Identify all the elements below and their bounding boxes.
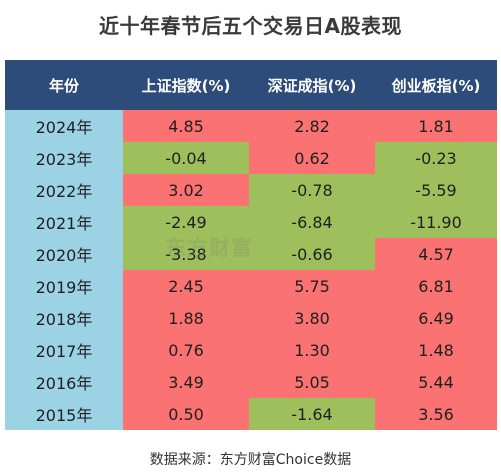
- chinext-value-cell: 1.48: [375, 334, 497, 366]
- year-cell: 2015年: [5, 398, 123, 430]
- table-row: 2021年 -2.49 -6.84 -11.90: [5, 206, 497, 238]
- shenzhen-value-cell: -0.66: [249, 238, 375, 270]
- year-cell: 2021年: [5, 206, 123, 238]
- year-cell: 2016年: [5, 366, 123, 398]
- shenzhen-value-cell: -0.78: [249, 174, 375, 206]
- table-row: 2020年 -3.38 -0.66 4.57: [5, 238, 497, 270]
- chinext-value-cell: 5.44: [375, 366, 497, 398]
- shanghai-value-cell: 4.85: [123, 110, 249, 142]
- table-row: 2024年 4.85 2.82 1.81: [5, 110, 497, 142]
- header-year: 年份: [5, 60, 123, 110]
- chinext-value-cell: 4.57: [375, 238, 497, 270]
- shanghai-value-cell: 2.45: [123, 270, 249, 302]
- performance-table: 年份 上证指数(%) 深证成指(%) 创业板指(%) 2024年 4.85 2.82…: [5, 60, 497, 430]
- shanghai-value-cell: 3.02: [123, 174, 249, 206]
- header-shenzhen: 深证成指(%): [249, 60, 375, 110]
- table-row: 2015年 0.50 -1.64 3.56: [5, 398, 497, 430]
- shenzhen-value-cell: 1.30: [249, 334, 375, 366]
- shenzhen-value-cell: -6.84: [249, 206, 375, 238]
- header-shanghai: 上证指数(%): [123, 60, 249, 110]
- table-body: 2024年 4.85 2.82 1.81 2023年 -0.04 0.62 -0.23 2022…: [5, 110, 497, 430]
- shanghai-value-cell: -0.04: [123, 142, 249, 174]
- year-cell: 2017年: [5, 334, 123, 366]
- year-cell: 2024年: [5, 110, 123, 142]
- shanghai-value-cell: 0.50: [123, 398, 249, 430]
- table-row: 2022年 3.02 -0.78 -5.59: [5, 174, 497, 206]
- shenzhen-value-cell: 5.75: [249, 270, 375, 302]
- table-row: 2017年 0.76 1.30 1.48: [5, 334, 497, 366]
- chinext-value-cell: 6.49: [375, 302, 497, 334]
- table-row: 2019年 2.45 5.75 6.81: [5, 270, 497, 302]
- shanghai-value-cell: 3.49: [123, 366, 249, 398]
- table-row: 2023年 -0.04 0.62 -0.23: [5, 142, 497, 174]
- year-cell: 2022年: [5, 174, 123, 206]
- chinext-value-cell: -11.90: [375, 206, 497, 238]
- year-cell: 2020年: [5, 238, 123, 270]
- chinext-value-cell: 1.81: [375, 110, 497, 142]
- shenzhen-value-cell: 2.82: [249, 110, 375, 142]
- header-chinext: 创业板指(%): [375, 60, 497, 110]
- shanghai-value-cell: 1.88: [123, 302, 249, 334]
- shanghai-value-cell: 0.76: [123, 334, 249, 366]
- shanghai-value-cell: -2.49: [123, 206, 249, 238]
- shenzhen-value-cell: 0.62: [249, 142, 375, 174]
- year-cell: 2019年: [5, 270, 123, 302]
- shenzhen-value-cell: 3.80: [249, 302, 375, 334]
- shenzhen-value-cell: 5.05: [249, 366, 375, 398]
- chinext-value-cell: -0.23: [375, 142, 497, 174]
- chinext-value-cell: 3.56: [375, 398, 497, 430]
- chinext-value-cell: -5.59: [375, 174, 497, 206]
- year-cell: 2018年: [5, 302, 123, 334]
- shanghai-value-cell: -3.38: [123, 238, 249, 270]
- data-source-note: 数据来源：东方财富Choice数据: [149, 452, 352, 468]
- chinext-value-cell: 6.81: [375, 270, 497, 302]
- table-row: 2016年 3.49 5.05 5.44: [5, 366, 497, 398]
- chart-title: 近十年春节后五个交易日A股表现: [99, 14, 402, 38]
- shenzhen-value-cell: -1.64: [249, 398, 375, 430]
- table-row: 2018年 1.88 3.80 6.49: [5, 302, 497, 334]
- table-header-row: 年份 上证指数(%) 深证成指(%) 创业板指(%): [5, 60, 497, 110]
- year-cell: 2023年: [5, 142, 123, 174]
